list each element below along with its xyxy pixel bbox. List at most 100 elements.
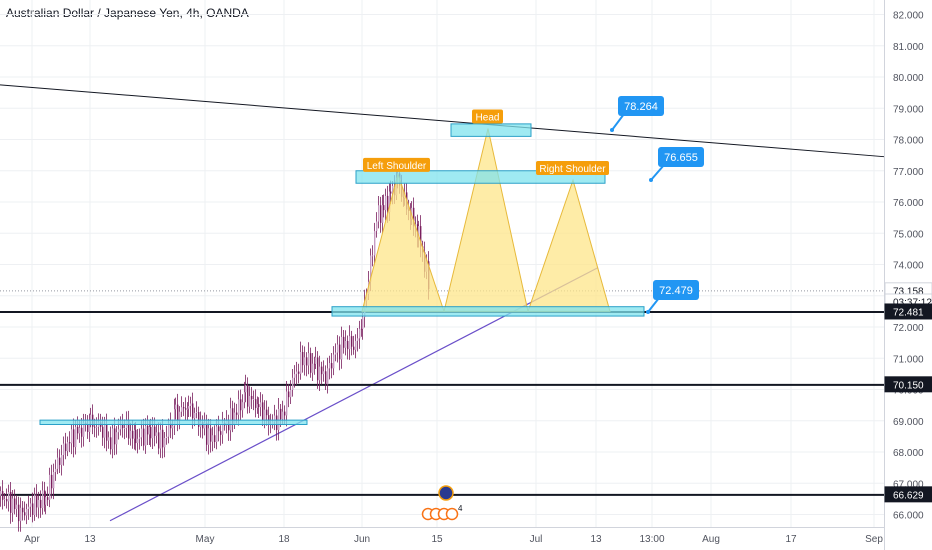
candle-body — [351, 336, 353, 347]
candle-body — [108, 437, 110, 441]
callout-dot — [649, 178, 653, 182]
candle-body — [380, 205, 382, 223]
candle-body — [120, 423, 122, 430]
candle-body — [6, 499, 8, 502]
candle-body — [238, 399, 240, 415]
candle-body — [284, 411, 286, 416]
x-tick-label: May — [196, 534, 215, 545]
pattern-label-box — [363, 157, 430, 172]
candle-body — [347, 340, 349, 350]
candle-body — [234, 412, 236, 424]
candle-body — [420, 226, 422, 247]
candle-body — [228, 421, 230, 431]
candle-body — [16, 504, 18, 509]
candle-body — [28, 506, 30, 510]
candle-body — [42, 490, 44, 509]
candle-body — [345, 340, 347, 348]
candle-body — [122, 423, 124, 429]
candle-body — [137, 438, 139, 444]
candle-body — [149, 427, 151, 435]
candle-body — [130, 430, 132, 439]
candle-body — [36, 494, 38, 508]
candle-body — [69, 442, 71, 444]
candle-body — [18, 504, 20, 522]
candle-body — [154, 426, 156, 436]
candle-body — [385, 195, 387, 211]
candle-body — [168, 423, 170, 437]
y-tick-label: 72.000 — [893, 323, 924, 334]
candle-body — [135, 429, 137, 444]
candle-body — [128, 420, 130, 439]
candle-body — [337, 344, 339, 353]
candle-body — [376, 221, 378, 232]
candle-body — [387, 195, 389, 213]
candle-body — [417, 224, 419, 238]
candle-body — [382, 205, 384, 223]
candle-body — [294, 374, 296, 378]
y-tick-label: 71.000 — [893, 354, 924, 365]
candle-body — [314, 363, 316, 365]
candle-body — [236, 412, 238, 415]
candle-body — [361, 328, 363, 330]
callout-box[interactable] — [618, 96, 664, 116]
candle-body — [132, 430, 134, 439]
candle-body — [220, 431, 222, 435]
candle-body — [112, 428, 114, 450]
y-tick-label: 67.000 — [893, 479, 924, 490]
x-tick-label: 13:00 — [639, 534, 664, 545]
zone-neckline[interactable] — [331, 306, 645, 317]
candle-body — [230, 408, 232, 431]
candle-body — [290, 389, 292, 398]
candle-body — [370, 255, 372, 282]
candle-body — [245, 385, 247, 393]
price-badge-label: 03:37:12 — [893, 298, 932, 309]
candle-body — [359, 328, 361, 339]
candle-body — [185, 408, 187, 410]
x-tick-label: Jul — [530, 534, 543, 545]
candle-body — [2, 491, 4, 500]
candle-body — [222, 422, 224, 435]
candle-body — [280, 408, 282, 420]
callout-pointer — [611, 113, 625, 131]
y-tick-label: 75.000 — [893, 229, 924, 240]
candle-body — [134, 429, 136, 439]
zone-head[interactable] — [450, 123, 532, 137]
candle-body — [89, 421, 91, 432]
callout-box[interactable] — [653, 280, 699, 300]
y-tick-label: 80.000 — [893, 73, 924, 84]
candle-body — [53, 471, 55, 489]
candle-body — [190, 403, 192, 407]
candle-body — [255, 399, 257, 408]
downtrend-line[interactable] — [0, 84, 885, 158]
candle-body — [172, 425, 174, 429]
candle-body — [24, 512, 26, 516]
candle-body — [10, 491, 12, 513]
candle-body — [389, 191, 391, 213]
event-count-label: 4 — [458, 504, 463, 513]
candle-body — [333, 354, 335, 369]
candle-body — [51, 474, 53, 489]
callout-dot — [610, 128, 614, 132]
candle-body — [118, 429, 120, 433]
candle-body — [188, 406, 190, 409]
candle-body — [156, 432, 158, 436]
x-tick-label: 18 — [278, 534, 290, 545]
economic-event-icon[interactable] — [445, 507, 459, 521]
y-tick-label: 74.000 — [893, 261, 924, 272]
candle-body — [413, 207, 415, 227]
candle-body — [315, 357, 317, 365]
candle-body — [47, 497, 49, 500]
callout-box[interactable] — [658, 147, 704, 167]
candle-body — [55, 468, 57, 472]
candle-body — [96, 426, 98, 428]
zone-old-support[interactable] — [39, 419, 308, 425]
candle-body — [0, 491, 2, 496]
candle-body — [143, 428, 145, 446]
candle-body — [296, 371, 298, 375]
candle-body — [141, 428, 143, 438]
flag-australia-icon[interactable] — [438, 485, 454, 501]
y-tick-label: 81.000 — [893, 42, 924, 53]
candle-body — [266, 409, 268, 416]
candle-body — [14, 498, 16, 509]
